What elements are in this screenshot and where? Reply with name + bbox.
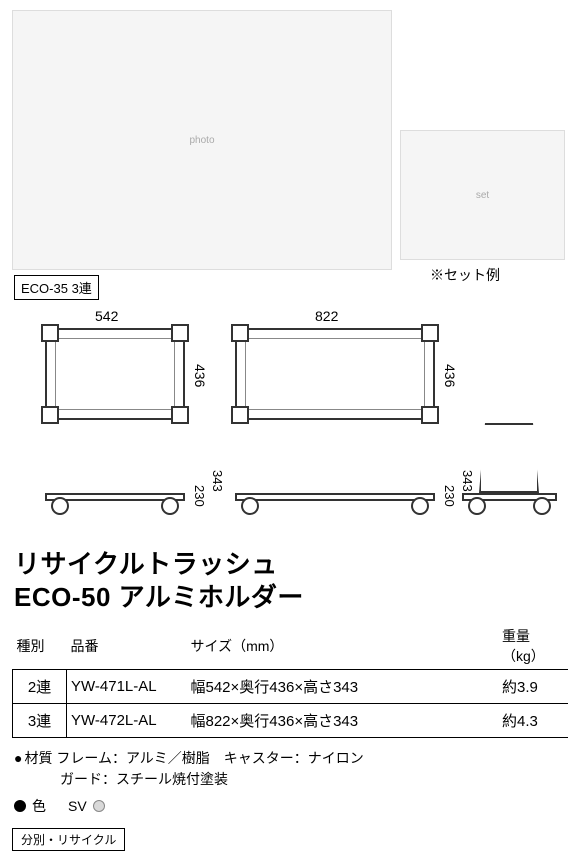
cell-kind: 2連 bbox=[13, 670, 67, 704]
title-line-2: ECO-50 アルミホルダー bbox=[14, 581, 568, 614]
dim-depth-1: 436 bbox=[192, 364, 208, 387]
color-code: SV bbox=[68, 798, 87, 814]
spec-table: 種別 品番 サイズ（mm） 重量（kg） 2連 YW-471L-AL 幅542×… bbox=[12, 623, 568, 738]
product-photo-set: set bbox=[400, 130, 565, 260]
diagram-side-2ren bbox=[45, 455, 185, 515]
cell-weight: 約4.3 bbox=[498, 704, 568, 738]
dim-width-1: 542 bbox=[95, 308, 118, 324]
th-size: サイズ（mm） bbox=[187, 623, 499, 670]
th-kind: 種別 bbox=[13, 623, 67, 670]
th-weight: 重量（kg） bbox=[498, 623, 568, 670]
dim-bar-1: 230 bbox=[192, 485, 207, 507]
cell-size: 幅822×奥行436×高さ343 bbox=[187, 704, 499, 738]
set-caption: ※セット例 bbox=[430, 265, 500, 285]
title-block: リサイクルトラッシュ ECO-50 アルミホルダー bbox=[0, 540, 580, 617]
dim-depth-2: 436 bbox=[442, 364, 458, 387]
category-tag: 分別・リサイクル bbox=[12, 828, 125, 851]
title-line-1: リサイクルトラッシュ bbox=[14, 548, 568, 581]
material-label: 材質 bbox=[14, 750, 52, 766]
th-part: 品番 bbox=[67, 623, 187, 670]
bullet-icon bbox=[14, 800, 26, 812]
cell-part: YW-471L-AL bbox=[67, 670, 187, 704]
color-row: 色 SV bbox=[14, 796, 566, 816]
product-photo-main: photo bbox=[12, 10, 392, 270]
dim-bar-2: 230 bbox=[442, 485, 457, 507]
diagram-area: 542 822 436 436 230 343 230 343 bbox=[0, 310, 580, 540]
dim-width-2: 822 bbox=[315, 308, 338, 324]
color-label: 色 bbox=[32, 796, 46, 816]
color-swatch-sv bbox=[93, 800, 105, 812]
material-text-2: ガード：スチール焼付塗装 bbox=[60, 771, 228, 787]
cell-weight: 約3.9 bbox=[498, 670, 568, 704]
cell-size: 幅542×奥行436×高さ343 bbox=[187, 670, 499, 704]
diagram-top-2ren bbox=[45, 328, 185, 420]
cell-part: YW-472L-AL bbox=[67, 704, 187, 738]
notes-block: 材質 フレーム：アルミ／樹脂 キャスター：ナイロン ガード：スチール焼付塗装 bbox=[14, 748, 566, 790]
table-row: 2連 YW-471L-AL 幅542×奥行436×高さ343 約3.9 bbox=[13, 670, 569, 704]
diagram-front bbox=[462, 420, 557, 515]
diagram-top-3ren bbox=[235, 328, 435, 420]
cell-kind: 3連 bbox=[13, 704, 67, 738]
image-area: photo set ECO-35 3連 ※セット例 bbox=[0, 0, 580, 305]
photo-caption-box: ECO-35 3連 bbox=[14, 275, 99, 300]
diagram-side-3ren bbox=[235, 455, 435, 515]
dim-height-1: 343 bbox=[210, 470, 225, 492]
table-row: 3連 YW-472L-AL 幅822×奥行436×高さ343 約4.3 bbox=[13, 704, 569, 738]
material-text-1: フレーム：アルミ／樹脂 キャスター：ナイロン bbox=[56, 750, 363, 766]
